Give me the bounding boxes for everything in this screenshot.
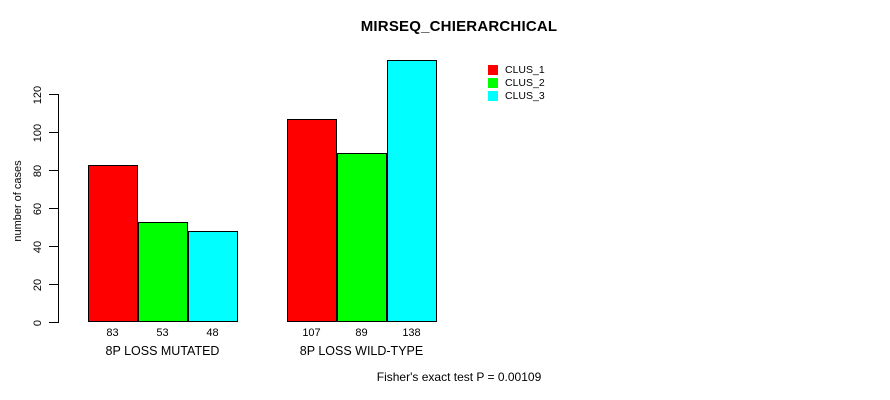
- y-axis-tick-label: 20: [32, 278, 44, 291]
- legend-item: CLUS_1: [488, 65, 545, 75]
- y-axis-tick: [49, 208, 59, 209]
- bar-clus_2-group2: [336, 153, 387, 323]
- y-axis-label: number of cases: [12, 160, 24, 242]
- footnote-text: Fisher's exact test P = 0.00109: [376, 370, 542, 384]
- legend-swatch-clus_1: [488, 65, 498, 75]
- bar-value-label: 53: [156, 327, 169, 339]
- legend-item-label: CLUS_3: [505, 90, 545, 102]
- bar-value-label: 48: [206, 327, 219, 339]
- y-axis-tick: [49, 170, 59, 171]
- legend-item-label: CLUS_2: [505, 77, 545, 89]
- chart-title: MIRSEQ_CHIERARCHICAL: [360, 18, 558, 35]
- bar-clus_1-group2: [286, 119, 337, 323]
- bar-value-label: 107: [302, 327, 321, 339]
- y-axis-tick: [49, 246, 59, 247]
- bar-clus_2-group1: [137, 221, 188, 323]
- legend-swatch-clus_3: [488, 91, 498, 101]
- y-axis-tick: [49, 284, 59, 285]
- x-category-label: 8P LOSS WILD-TYPE: [299, 344, 424, 358]
- legend-swatch-clus_2: [488, 78, 498, 88]
- y-axis-tick-label: 40: [32, 240, 44, 253]
- y-axis-tick-label: 100: [32, 123, 44, 142]
- bar-value-label: 89: [355, 327, 368, 339]
- y-axis-tick: [49, 132, 59, 133]
- bar-value-label: 83: [106, 327, 119, 339]
- y-axis-tick-label: 0: [32, 319, 44, 326]
- legend: CLUS_1 CLUS_2 CLUS_3: [488, 65, 545, 104]
- bar-value-label: 138: [402, 327, 421, 339]
- legend-item-label: CLUS_1: [505, 64, 545, 76]
- y-axis-tick: [49, 322, 59, 323]
- bar-clus_3-group2: [386, 60, 437, 323]
- legend-item: CLUS_2: [488, 78, 545, 88]
- y-axis-tick-label: 80: [32, 164, 44, 177]
- bar-clus_1-group1: [87, 164, 138, 323]
- y-axis-tick-label: 60: [32, 202, 44, 215]
- y-axis-tick-label: 120: [32, 85, 44, 104]
- bar-clus_3-group1: [187, 231, 238, 323]
- legend-item: CLUS_3: [488, 91, 545, 101]
- x-category-label: 8P LOSS MUTATED: [105, 344, 220, 358]
- y-axis-tick: [49, 94, 59, 95]
